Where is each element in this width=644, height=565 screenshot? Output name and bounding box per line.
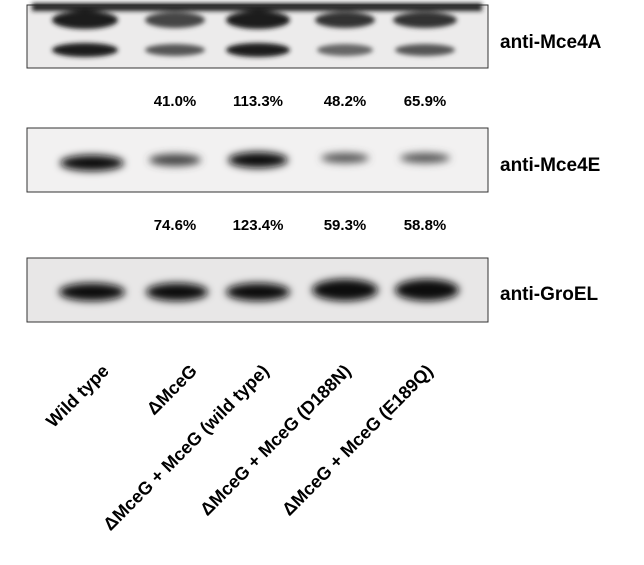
figure: anti-Mce4A 41.0% 113.3% 48.2% 65.9% anti… xyxy=(0,0,644,565)
blot-label: anti-GroEL xyxy=(500,284,599,305)
blot-panel xyxy=(27,3,488,68)
quantification: 113.3% xyxy=(233,93,283,110)
quantification: 58.8% xyxy=(404,217,447,234)
quantification: 123.4% xyxy=(233,217,284,234)
lane-label: ΔMceG + MceG (D188N) xyxy=(196,361,355,520)
quantification: 65.9% xyxy=(404,93,447,110)
lane-label: ΔMceG xyxy=(143,361,201,419)
quantification: 41.0% xyxy=(154,93,197,110)
blot-label: anti-Mce4E xyxy=(500,155,600,176)
quantification: 59.3% xyxy=(324,217,367,234)
blot-panel xyxy=(27,128,488,192)
lane-label: Wild type xyxy=(42,361,113,432)
quantification: 74.6% xyxy=(154,217,197,234)
quantification: 48.2% xyxy=(324,93,367,110)
blot-panel xyxy=(27,258,488,322)
blot-label: anti-Mce4A xyxy=(500,32,602,53)
lane-label: ΔMceG + MceG (E189Q) xyxy=(278,361,437,520)
